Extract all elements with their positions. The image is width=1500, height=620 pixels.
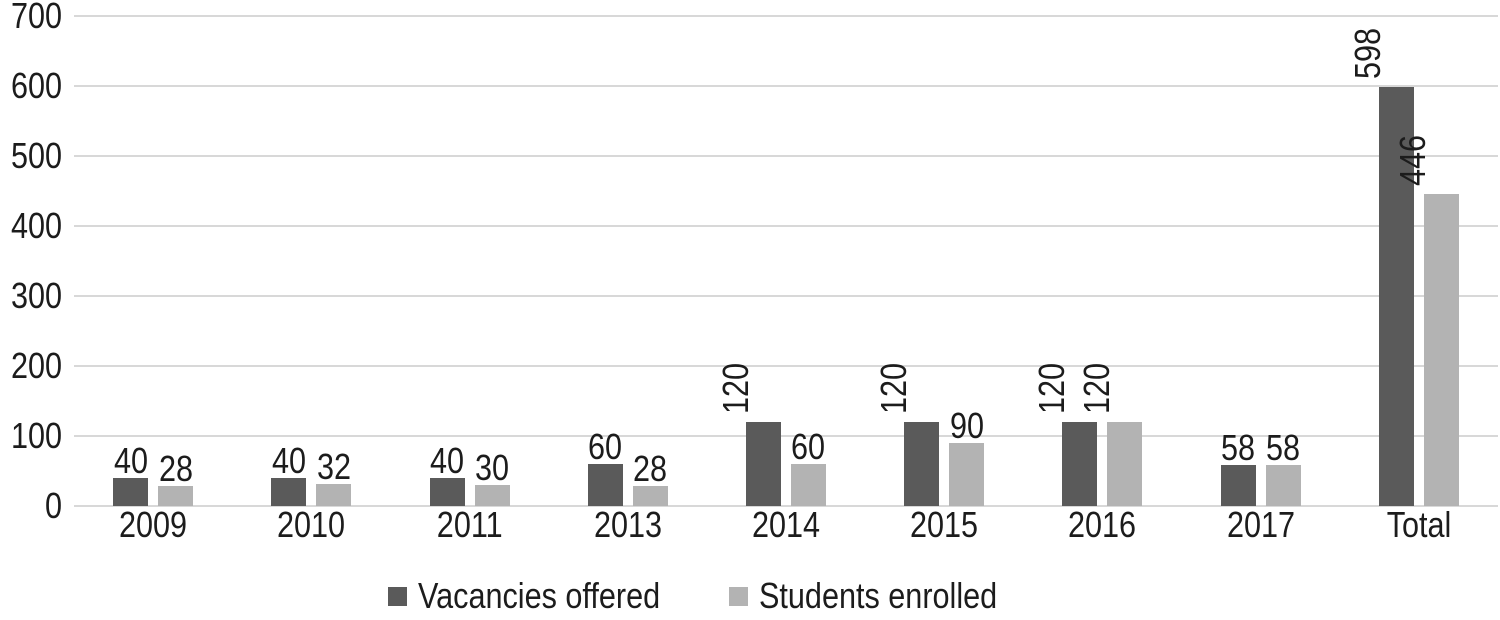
value-label: 120	[872, 362, 914, 414]
bar-students-enrolled	[949, 443, 985, 506]
y-axis-tick-label: 0	[44, 485, 62, 526]
value-label: 40	[430, 440, 465, 481]
y-axis-tick-label: 300	[10, 275, 62, 316]
category-label-2013: 2013	[593, 504, 662, 545]
gridline-600	[74, 85, 1498, 87]
gridline-500	[74, 155, 1498, 157]
bar-vacancies-offered	[113, 478, 149, 506]
value-label: 28	[158, 448, 193, 490]
value-label: 58	[1266, 427, 1301, 469]
category-label-2010: 2010	[277, 504, 346, 545]
bar-students-enrolled	[791, 464, 826, 506]
value-label: 446	[1392, 134, 1434, 186]
bar-vacancies-offered	[746, 422, 781, 506]
value-label: 120	[1075, 362, 1117, 414]
gridline-0	[74, 505, 1498, 507]
bar-students-enrolled	[1423, 193, 1459, 506]
category-label-2017: 2017	[1226, 504, 1295, 545]
bar-vacancies-offered	[587, 464, 623, 506]
bar-vacancies-offered	[271, 478, 307, 506]
legend-label-vacancies-offered: Vacancies offered	[418, 575, 661, 616]
value-label: 28	[633, 448, 668, 490]
bar-students-enrolled	[1107, 422, 1143, 506]
legend-label-students-enrolled: Students enrolled	[758, 575, 998, 616]
category-label-2014: 2014	[751, 504, 821, 545]
value-label: 32	[316, 445, 351, 487]
bar-students-enrolled	[1265, 465, 1301, 506]
value-label: 30	[475, 447, 510, 488]
value-label: 40	[113, 440, 148, 481]
category-label-total: Total	[1386, 504, 1452, 545]
legend: Vacancies offered Students enrolled	[388, 578, 1039, 614]
value-label: 60	[588, 426, 623, 467]
value-label: 90	[949, 405, 984, 446]
gridline-100	[74, 435, 1498, 437]
value-label: 40	[271, 440, 306, 481]
gridline-200	[74, 365, 1498, 367]
legend-swatch-vacancies-offered	[388, 586, 407, 606]
category-label-2016: 2016	[1068, 504, 1137, 545]
plot-area: 0 100 200 300 400 500 600 700 40 28 2009 40 32 2010 40…	[10, 0, 1498, 545]
value-label: 120	[1030, 362, 1072, 414]
value-label: 120	[714, 362, 756, 414]
gridline-700	[74, 15, 1498, 17]
legend-item-vacancies-offered: Vacancies offered	[388, 578, 703, 614]
bar-vacancies-offered	[904, 422, 940, 506]
y-axis-tick-label: 100	[10, 415, 62, 456]
bar-students-enrolled	[158, 486, 194, 506]
legend-item-students-enrolled: Students enrolled	[728, 575, 1039, 616]
bar-vacancies-offered	[1378, 87, 1414, 506]
y-axis-tick-label: 200	[10, 345, 62, 386]
bar-vacancies-offered	[1220, 465, 1256, 506]
y-axis-tick-label: 500	[10, 135, 62, 176]
value-label: 60	[791, 426, 826, 467]
y-axis-tick-label: 400	[10, 205, 62, 246]
value-label: 58	[1221, 427, 1256, 469]
bar-students-enrolled	[474, 485, 510, 506]
gridline-400	[74, 225, 1498, 227]
legend-swatch-students-enrolled	[728, 586, 748, 606]
bar-vacancies-offered	[429, 478, 465, 506]
bar-vacancies-offered	[1062, 422, 1098, 506]
bar-students-enrolled	[316, 483, 352, 506]
category-label-2009: 2009	[119, 504, 188, 545]
y-axis-tick-label: 700	[10, 0, 62, 36]
category-label-2011: 2011	[436, 504, 503, 545]
category-label-2015: 2015	[910, 504, 979, 545]
gridline-300	[74, 295, 1498, 297]
value-label: 598	[1347, 28, 1389, 80]
bar-students-enrolled	[632, 486, 668, 506]
y-axis-tick-label: 600	[10, 65, 62, 106]
